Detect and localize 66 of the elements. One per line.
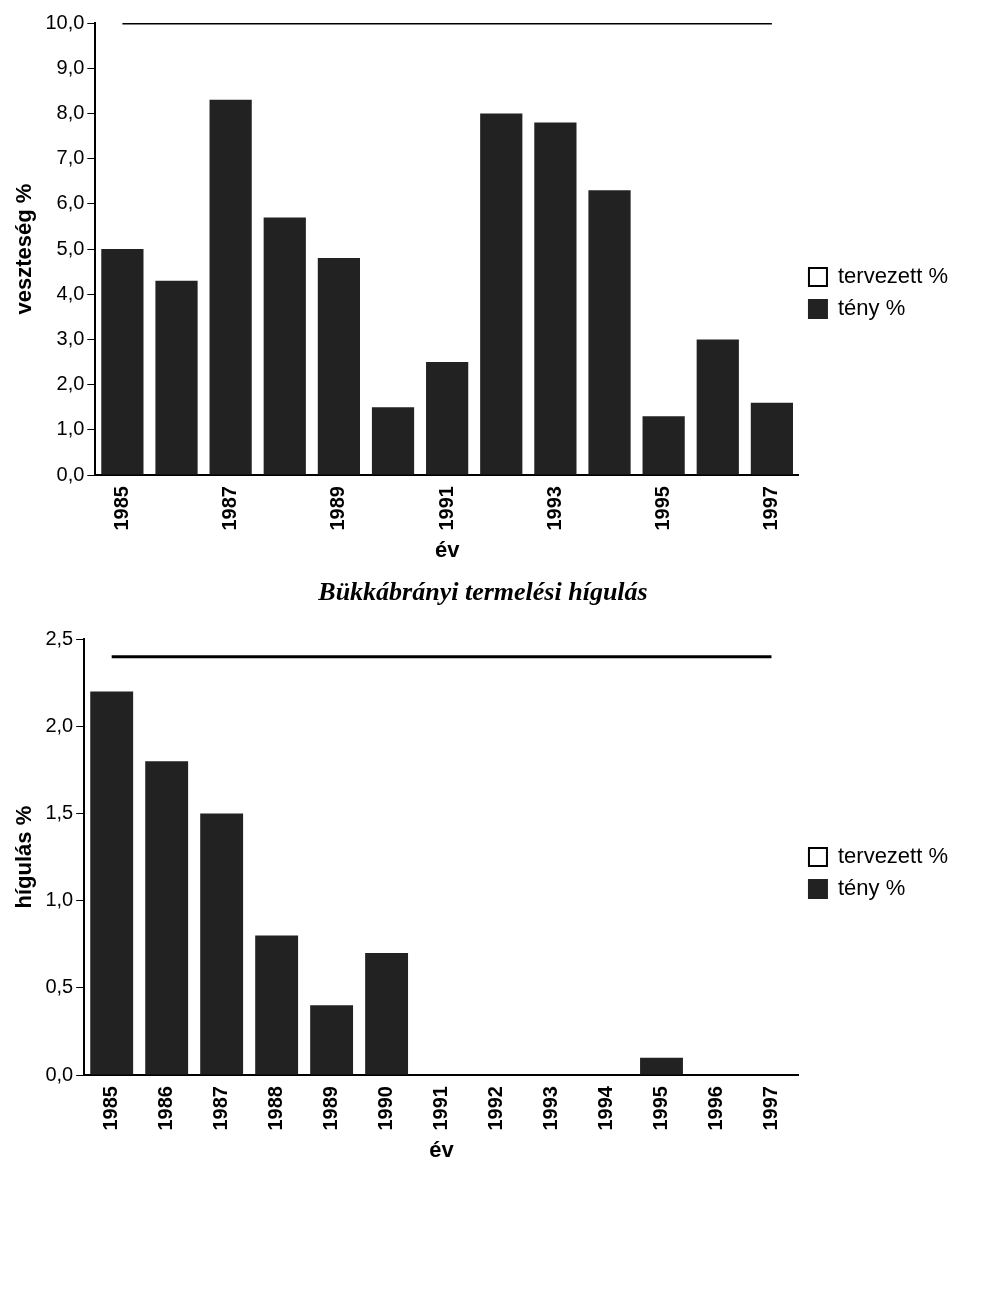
bar bbox=[642, 416, 685, 475]
x-axis-title: év bbox=[429, 1136, 455, 1162]
x-tick-label: 1991 bbox=[429, 1086, 452, 1131]
legend-label: tervezett % bbox=[837, 843, 948, 869]
x-tick-label: 1995 bbox=[649, 1086, 672, 1131]
y-tick-label: 2,5 bbox=[45, 626, 74, 649]
bar bbox=[90, 691, 134, 1075]
y-tick-label: 1,0 bbox=[45, 888, 74, 911]
bar bbox=[101, 249, 144, 475]
x-tick-label: 1985 bbox=[99, 1086, 122, 1131]
y-tick-label: 1,5 bbox=[45, 801, 74, 824]
bar bbox=[480, 113, 523, 475]
bar bbox=[534, 122, 577, 475]
y-tick-label: 5,0 bbox=[56, 236, 85, 259]
x-tick-label: 1993 bbox=[539, 1086, 562, 1131]
y-tick-label: 10,0 bbox=[45, 10, 85, 33]
bar bbox=[750, 402, 793, 475]
y-axis-title: veszteség % bbox=[11, 183, 37, 315]
chart-title: Bükkábrányi termelési hígulás bbox=[317, 577, 648, 607]
x-axis-title: év bbox=[434, 536, 461, 562]
x-tick-label: 1986 bbox=[154, 1086, 177, 1131]
bar bbox=[263, 217, 306, 475]
bar bbox=[209, 99, 252, 475]
x-tick-label: 1993 bbox=[542, 486, 565, 531]
bar bbox=[145, 761, 189, 1075]
x-tick-label: 1990 bbox=[374, 1086, 397, 1131]
y-tick-label: 8,0 bbox=[56, 100, 85, 123]
y-tick-label: 1,0 bbox=[56, 417, 85, 440]
bar bbox=[310, 1005, 354, 1075]
x-tick-label: 1995 bbox=[651, 486, 674, 531]
y-tick-label: 9,0 bbox=[56, 55, 85, 78]
bar bbox=[255, 935, 299, 1075]
bar bbox=[640, 1057, 683, 1075]
bar bbox=[426, 362, 469, 475]
x-tick-label: 1992 bbox=[484, 1086, 507, 1131]
y-tick-label: 0,0 bbox=[56, 462, 85, 485]
y-tick-label: 2,0 bbox=[45, 713, 74, 736]
x-tick-label: 1987 bbox=[218, 486, 241, 531]
y-tick-label: 0,5 bbox=[45, 975, 74, 998]
bar bbox=[588, 190, 631, 475]
x-tick-label: 1988 bbox=[264, 1086, 287, 1131]
y-tick-label: 2,0 bbox=[56, 372, 85, 395]
x-tick-label: 1997 bbox=[759, 486, 782, 531]
x-tick-label: 1997 bbox=[758, 1086, 781, 1131]
x-tick-label: 1985 bbox=[109, 486, 132, 531]
bar bbox=[200, 813, 244, 1075]
bar bbox=[317, 258, 360, 475]
bar bbox=[696, 339, 739, 475]
y-tick-label: 6,0 bbox=[56, 191, 85, 214]
x-tick-label: 1994 bbox=[594, 1085, 617, 1131]
y-tick-label: 4,0 bbox=[56, 281, 85, 304]
bar bbox=[155, 280, 198, 475]
x-tick-label: 1991 bbox=[434, 486, 457, 531]
x-tick-label: 1989 bbox=[326, 486, 349, 531]
bar bbox=[371, 407, 415, 475]
legend-label: tény % bbox=[837, 875, 906, 901]
x-tick-label: 1996 bbox=[704, 1086, 726, 1131]
legend-label: tervezett % bbox=[837, 263, 948, 289]
y-tick-label: 3,0 bbox=[56, 326, 85, 349]
y-tick-label: 0,0 bbox=[45, 1062, 74, 1085]
legend-label: tény % bbox=[837, 295, 906, 321]
x-tick-label: 1987 bbox=[209, 1086, 232, 1131]
y-tick-label: 7,0 bbox=[56, 146, 85, 169]
x-tick-label: 1989 bbox=[319, 1086, 342, 1131]
y-axis-title: hígulás % bbox=[11, 805, 37, 909]
bar bbox=[365, 953, 409, 1075]
